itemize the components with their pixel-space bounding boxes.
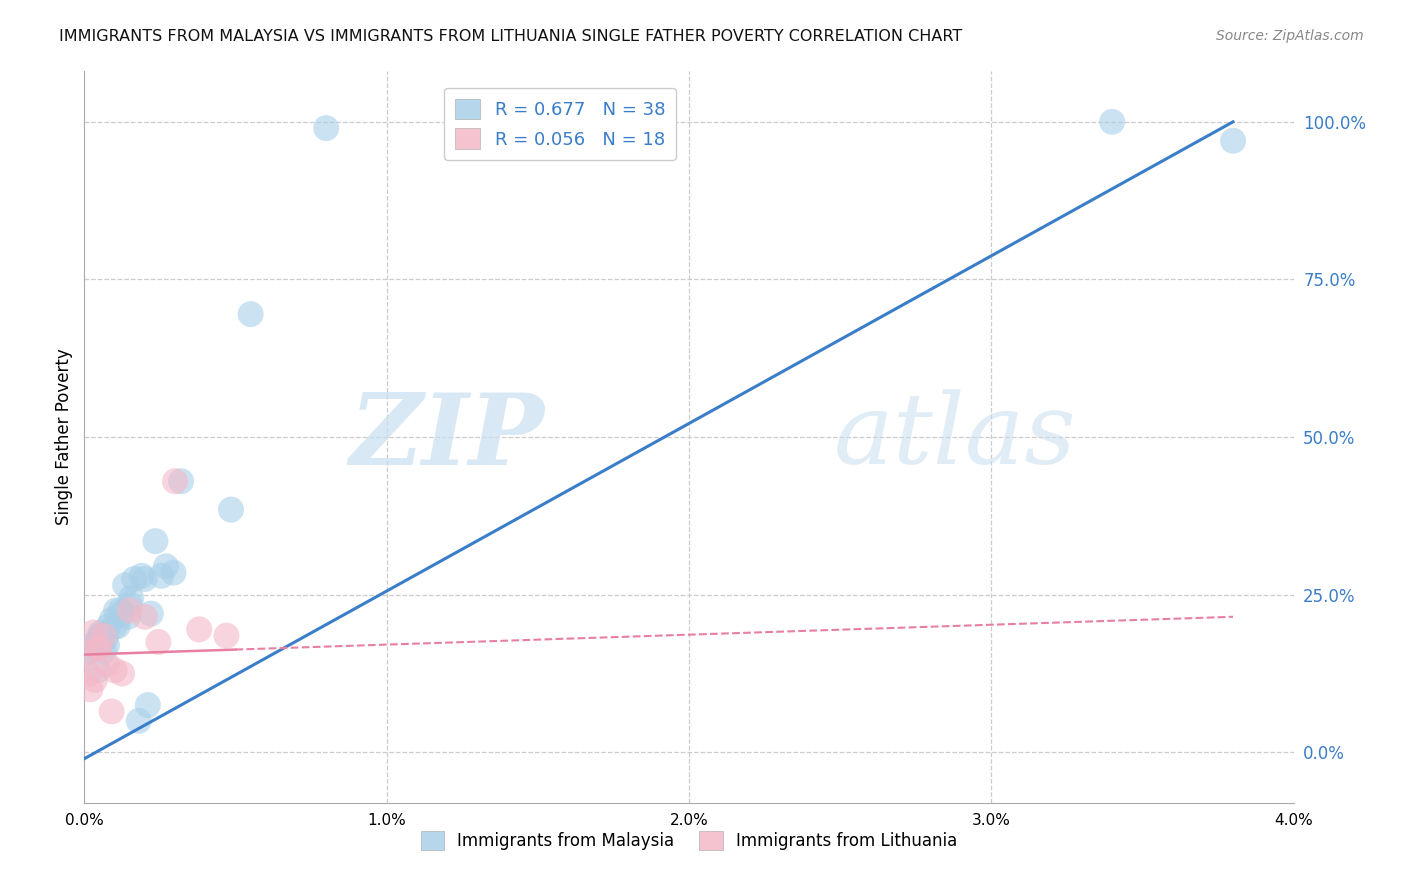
Point xyxy=(93,629,115,643)
Point xyxy=(90,625,112,640)
Point xyxy=(89,641,111,656)
Point xyxy=(96,638,118,652)
Point xyxy=(170,474,193,488)
Point xyxy=(89,629,111,643)
Text: Source: ZipAtlas.com: Source: ZipAtlas.com xyxy=(1216,29,1364,43)
Point xyxy=(82,625,104,640)
Point xyxy=(94,632,117,646)
Point xyxy=(118,597,141,611)
Point xyxy=(134,609,156,624)
Point xyxy=(84,673,107,687)
Point xyxy=(1101,115,1123,129)
Point xyxy=(111,666,134,681)
Point xyxy=(122,572,145,586)
Point xyxy=(87,664,110,678)
Point xyxy=(114,578,136,592)
Point xyxy=(100,613,122,627)
Point xyxy=(239,307,262,321)
Point xyxy=(75,648,97,662)
Point xyxy=(128,714,150,728)
Point xyxy=(1222,134,1244,148)
Point xyxy=(93,644,115,658)
Point xyxy=(80,641,103,656)
Point xyxy=(219,502,242,516)
Y-axis label: Single Father Poverty: Single Father Poverty xyxy=(55,349,73,525)
Point xyxy=(145,534,167,549)
Point xyxy=(155,559,177,574)
Point xyxy=(87,641,110,656)
Point xyxy=(96,657,118,671)
Point xyxy=(120,591,142,605)
Point xyxy=(77,666,100,681)
Text: atlas: atlas xyxy=(834,390,1077,484)
Point xyxy=(111,607,134,621)
Point xyxy=(315,121,337,136)
Point xyxy=(131,569,153,583)
Point xyxy=(97,619,120,633)
Point xyxy=(100,705,122,719)
Point xyxy=(165,474,187,488)
Point xyxy=(91,629,114,643)
Point xyxy=(188,623,211,637)
Point xyxy=(86,635,108,649)
Text: ZIP: ZIP xyxy=(349,389,544,485)
Point xyxy=(134,572,156,586)
Point xyxy=(215,629,238,643)
Point xyxy=(107,619,129,633)
Point xyxy=(118,603,141,617)
Point xyxy=(77,644,100,658)
Point xyxy=(117,609,139,624)
Point xyxy=(82,638,104,652)
Legend: Immigrants from Malaysia, Immigrants from Lithuania: Immigrants from Malaysia, Immigrants fro… xyxy=(413,824,965,856)
Point xyxy=(105,603,128,617)
Point xyxy=(136,698,159,712)
Point xyxy=(104,619,127,633)
Point xyxy=(150,569,173,583)
Text: IMMIGRANTS FROM MALAYSIA VS IMMIGRANTS FROM LITHUANIA SINGLE FATHER POVERTY CORR: IMMIGRANTS FROM MALAYSIA VS IMMIGRANTS F… xyxy=(59,29,962,44)
Point xyxy=(110,603,132,617)
Point xyxy=(79,682,101,697)
Point xyxy=(162,566,184,580)
Point xyxy=(148,635,170,649)
Point xyxy=(104,664,127,678)
Point xyxy=(139,607,162,621)
